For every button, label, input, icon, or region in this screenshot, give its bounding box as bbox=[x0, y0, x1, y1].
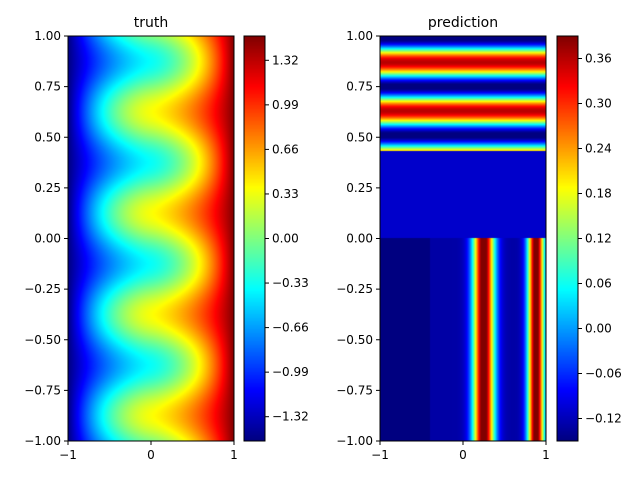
pred-y-tick-label: −0.75 bbox=[336, 383, 373, 397]
truth-colorbar-tick-label: −1.32 bbox=[272, 410, 309, 424]
truth-y-tick-label: −1.00 bbox=[24, 434, 61, 448]
truth-x-ticks: −1 0 1 bbox=[59, 441, 238, 462]
pred-y-tick-label: 0.25 bbox=[346, 181, 373, 195]
prediction-colorbar bbox=[557, 36, 578, 441]
pred-colorbar-tick-label: 0.06 bbox=[585, 277, 612, 291]
truth-y-tick-label: 1.00 bbox=[34, 29, 61, 43]
pred-colorbar-tick-label: 0.00 bbox=[585, 322, 612, 336]
truth-colorbar-tick-label: 0.33 bbox=[272, 187, 299, 201]
pred-x-tick-label: 0 bbox=[459, 448, 467, 462]
truth-x-tick-label: 0 bbox=[147, 448, 155, 462]
pred-colorbar-tick-label: 0.24 bbox=[585, 142, 612, 156]
truth-x-tick-label: −1 bbox=[59, 448, 77, 462]
pred-colorbar-tick-label: −0.12 bbox=[585, 412, 622, 426]
prediction-y-ticks: −1.00 −0.75 −0.50 −0.25 0.00 0.25 0.50 0.75 1.00 bbox=[336, 29, 380, 448]
truth-heatmap bbox=[68, 36, 234, 441]
truth-y-tick-label: −0.25 bbox=[24, 282, 61, 296]
pred-colorbar-tick-label: 0.36 bbox=[585, 52, 612, 66]
truth-y-tick-label: −0.75 bbox=[24, 383, 61, 397]
prediction-title: prediction bbox=[428, 15, 498, 31]
truth-colorbar-tick-label: 1.32 bbox=[272, 53, 299, 67]
truth-colorbar bbox=[244, 36, 265, 441]
truth-y-tick-label: 0.50 bbox=[34, 130, 61, 144]
truth-panel: truth −1.00 −0.75 −0.50 −0.25 0.00 0.25 0.50 0.… bbox=[24, 15, 309, 462]
truth-y-tick-label: −0.50 bbox=[24, 333, 61, 347]
truth-y-tick-label: 0.00 bbox=[34, 232, 61, 246]
pred-y-tick-label: 0.50 bbox=[346, 130, 373, 144]
prediction-panel: prediction −1.00 −0.75 −0.50 −0.25 0.00 0.25 0… bbox=[336, 15, 622, 462]
pred-x-tick-label: 1 bbox=[542, 448, 550, 462]
truth-y-ticks: −1.00 −0.75 −0.50 −0.25 0.00 0.25 0.50 0.75 1.00 bbox=[24, 29, 68, 448]
truth-colorbar-ticks: −1.32 −0.99 −0.66 −0.33 0.00 0.33 0.66 0.99 1.32 bbox=[265, 53, 309, 424]
truth-colorbar-tick-label: 0.99 bbox=[272, 98, 299, 112]
pred-y-tick-label: −0.25 bbox=[336, 282, 373, 296]
prediction-colorbar-ticks: −0.12 −0.06 0.00 0.06 0.12 0.18 0.24 0.30 0.36 bbox=[578, 52, 622, 426]
truth-colorbar-tick-label: 0.66 bbox=[272, 142, 299, 156]
pred-colorbar-tick-label: 0.12 bbox=[585, 232, 612, 246]
pred-colorbar-tick-label: 0.18 bbox=[585, 187, 612, 201]
pred-y-tick-label: −1.00 bbox=[336, 434, 373, 448]
truth-colorbar-tick-label: 0.00 bbox=[272, 232, 299, 246]
truth-colorbar-tick-label: −0.66 bbox=[272, 321, 309, 335]
truth-x-tick-label: 1 bbox=[230, 448, 238, 462]
prediction-x-ticks: −1 0 1 bbox=[371, 441, 550, 462]
pred-y-tick-label: 1.00 bbox=[346, 29, 373, 43]
pred-colorbar-tick-label: 0.30 bbox=[585, 97, 612, 111]
truth-title: truth bbox=[134, 15, 168, 31]
pred-colorbar-tick-label: −0.06 bbox=[585, 367, 622, 381]
truth-colorbar-tick-label: −0.33 bbox=[272, 276, 309, 290]
truth-y-tick-label: 0.25 bbox=[34, 181, 61, 195]
pred-x-tick-label: −1 bbox=[371, 448, 389, 462]
truth-y-tick-label: 0.75 bbox=[34, 80, 61, 94]
truth-colorbar-tick-label: −0.99 bbox=[272, 365, 309, 379]
pred-y-tick-label: 0.75 bbox=[346, 80, 373, 94]
pred-y-tick-label: −0.50 bbox=[336, 333, 373, 347]
pred-y-tick-label: 0.00 bbox=[346, 232, 373, 246]
prediction-heatmap bbox=[380, 36, 546, 441]
